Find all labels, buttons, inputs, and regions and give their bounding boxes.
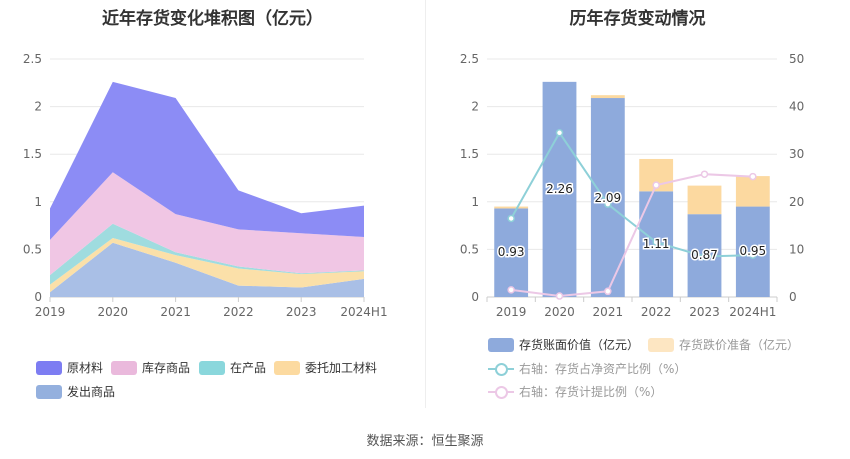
line-provision-ratio <box>511 173 753 298</box>
y-tick-label: 0 <box>34 290 42 304</box>
x-tick-label: 2020 <box>98 305 129 319</box>
bar-value-label: 0.93 <box>498 245 525 259</box>
bar-provision <box>687 185 722 215</box>
legend-label-provision-ratio: 右轴：存货计提比例（%） <box>519 385 663 399</box>
legend-item-raw-material[interactable]: 原材料 <box>36 359 103 376</box>
y-tick-label: 1.5 <box>460 147 479 161</box>
line-net-asset-ratio <box>510 130 753 258</box>
legend-item-wip[interactable]: 在产品 <box>199 359 266 376</box>
point-provision-ratio <box>652 181 660 189</box>
x-tick-label: 2021 <box>160 305 191 319</box>
x-tick-label: 2019 <box>496 305 527 319</box>
legend-item-book-value[interactable]: 存货账面价值（亿元） <box>488 336 639 353</box>
point-provision-ratio <box>555 292 564 300</box>
legend-line-provision-ratio-icon <box>488 385 514 399</box>
bar-value-label: 1.11 <box>643 237 670 251</box>
legend-line-net-asset-ratio-icon <box>488 362 514 376</box>
point-net-asset-ratio <box>652 238 660 247</box>
bar-provision <box>590 95 625 99</box>
area-shipped <box>50 242 364 297</box>
area-stock-goods <box>50 172 364 276</box>
legend-swatch-stock-goods <box>111 360 137 375</box>
legend-item-shipped[interactable]: 发出商品 <box>36 383 115 400</box>
y2-tick-label: 20 <box>789 195 804 209</box>
legend-label-book-value: 存货账面价值（亿元） <box>519 338 640 352</box>
x-tick-label: 2022 <box>223 305 254 319</box>
point-provision-ratio <box>749 172 757 181</box>
left-legend: 原材料 库存商品 在产品 委托加工材料 发出商品 <box>0 0 425 420</box>
y-tick-label: 2.5 <box>460 52 479 66</box>
y2-tick-label: 50 <box>789 52 804 66</box>
area-outsource <box>50 237 364 293</box>
area-raw-material <box>50 81 364 240</box>
y-tick-label: 2 <box>471 100 479 114</box>
legend-item-stock-goods[interactable]: 库存商品 <box>111 359 190 376</box>
legend-label-shipped: 发出商品 <box>67 385 116 399</box>
x-tick-label: 2023 <box>286 305 317 319</box>
legend-item-provision-ratio[interactable]: 右轴：存货计提比例（%） <box>488 383 662 400</box>
x-tick-label: 2024H1 <box>729 305 776 319</box>
legend-swatch-shipped <box>36 384 62 399</box>
bar-book-value <box>542 81 577 298</box>
x-tick-label: 2020 <box>544 305 575 319</box>
y2-tick-label: 30 <box>789 147 804 161</box>
panel-divider <box>425 0 426 408</box>
point-provision-ratio <box>604 287 612 296</box>
y2-tick-label: 0 <box>789 290 797 304</box>
point-provision-ratio <box>507 286 515 294</box>
legend-item-outsource[interactable]: 委托加工材料 <box>274 359 377 376</box>
left-chart-title: 近年存货变化堆积图（亿元） <box>102 9 323 29</box>
y-tick-label: 1 <box>34 195 42 209</box>
legend-label-provision: 存货跌价准备（亿元） <box>679 338 800 352</box>
x-tick-label: 2019 <box>35 305 66 319</box>
bar-value-label: 2.09 <box>594 191 621 205</box>
y-tick-label: 0.5 <box>460 242 479 256</box>
point-net-asset-ratio <box>507 214 515 223</box>
legend-label-outsource: 委托加工材料 <box>305 361 378 375</box>
x-tick-label: 2024H1 <box>340 305 387 319</box>
legend-label-net-asset-ratio: 右轴：存货占净资产比例（%） <box>519 362 687 376</box>
bar-book-value <box>494 208 529 297</box>
bar-provision <box>494 206 529 209</box>
legend-swatch-wip <box>199 360 225 375</box>
bar-provision <box>735 176 770 207</box>
y-tick-label: 0 <box>471 290 479 304</box>
y-tick-label: 2.5 <box>23 52 42 66</box>
x-tick-label: 2023 <box>689 305 720 319</box>
area-wip <box>50 223 364 285</box>
bar-book-value <box>590 98 625 297</box>
stacked-area-chart: 0 0.5 1 1.5 2 2.5 2019 2020 2021 2022 2023 2024H1 <box>23 52 388 319</box>
point-net-asset-ratio <box>604 200 612 208</box>
y-tick-label: 1 <box>471 195 479 209</box>
legend-item-provision[interactable]: 存货跌价准备（亿元） <box>648 336 799 353</box>
x-tick-label: 2022 <box>641 305 672 319</box>
right-legend: 存货账面价值（亿元） 存货跌价准备（亿元） 右轴：存货占净资产比例（%） 右轴：… <box>425 0 850 420</box>
point-net-asset-ratio <box>700 252 709 261</box>
bar-value-label: 0.87 <box>691 248 718 262</box>
right-chart-title: 历年存货变动情况 <box>569 9 706 29</box>
bar-value-label: 2.26 <box>546 182 573 196</box>
y2-tick-label: 10 <box>789 242 804 256</box>
bar-line-chart: 0 0.5 1 1.5 2 2.5 0 10 20 30 40 50 2019 2020 2021 2022 2… <box>460 52 804 319</box>
point-net-asset-ratio <box>749 251 757 259</box>
legend-swatch-outsource <box>274 360 300 375</box>
bar-value-label: 0.95 <box>739 244 766 258</box>
y2-tick-label: 40 <box>789 100 804 114</box>
y-tick-label: 2 <box>34 100 42 114</box>
legend-swatch-book-value <box>488 337 514 352</box>
y-tick-label: 1.5 <box>23 147 42 161</box>
legend-swatch-provision <box>648 337 674 352</box>
legend-item-net-asset-ratio[interactable]: 右轴：存货占净资产比例（%） <box>488 360 686 377</box>
legend-label-wip: 在产品 <box>230 361 267 375</box>
point-net-asset-ratio <box>555 129 564 137</box>
legend-label-stock-goods: 库存商品 <box>142 361 191 375</box>
x-tick-label: 2021 <box>593 305 624 319</box>
legend-label-raw-material: 原材料 <box>67 361 104 375</box>
y-tick-label: 0.5 <box>23 242 42 256</box>
point-provision-ratio <box>700 170 709 178</box>
legend-swatch-raw-material <box>36 360 62 375</box>
data-source: 数据来源：恒生聚源 <box>366 434 484 449</box>
